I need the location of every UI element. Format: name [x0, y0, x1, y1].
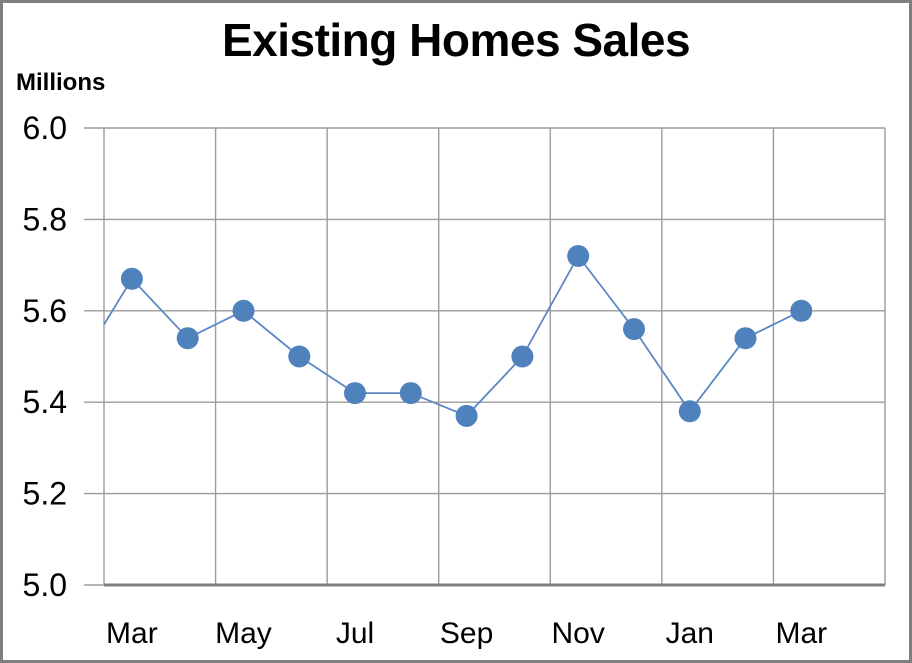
data-point-marker — [734, 327, 757, 350]
y-tick-label: 5.0 — [23, 567, 67, 603]
x-tick-label: Mar — [106, 617, 158, 650]
data-point-marker — [232, 299, 255, 322]
x-tick-label: Mar — [775, 617, 827, 650]
plot-area: 6.0 5.8 5.6 5.4 5.2 5.0 Mar May Jul Sep Nov Jan Mar — [23, 110, 886, 650]
series-line — [103, 254, 802, 417]
data-point-marker — [344, 382, 366, 405]
data-point-marker — [455, 404, 478, 427]
data-point-marker — [288, 345, 311, 368]
x-tick-label: Jan — [666, 617, 714, 650]
y-tick-label: 5.4 — [23, 384, 67, 420]
y-tick-label: 5.2 — [23, 476, 67, 512]
y-axis-unit-label: Millions — [16, 69, 106, 96]
y-tick-label: 5.8 — [23, 201, 67, 237]
data-point-marker — [511, 345, 534, 368]
data-point-marker — [120, 267, 143, 290]
data-point-marker — [623, 318, 645, 341]
data-point-marker — [790, 299, 813, 322]
x-tick-label: May — [215, 617, 272, 650]
y-tick-label: 6.0 — [23, 110, 67, 146]
data-point-marker — [567, 245, 590, 267]
data-point-marker — [678, 400, 701, 423]
data-point-marker — [399, 382, 422, 405]
x-tick-label: Sep — [440, 617, 493, 650]
data-point-marker — [176, 327, 199, 350]
chart-title: Existing Homes Sales — [221, 14, 691, 66]
y-tick-label: 5.6 — [23, 293, 67, 329]
x-tick-label: Nov — [551, 617, 604, 650]
x-tick-label: Jul — [336, 617, 374, 650]
